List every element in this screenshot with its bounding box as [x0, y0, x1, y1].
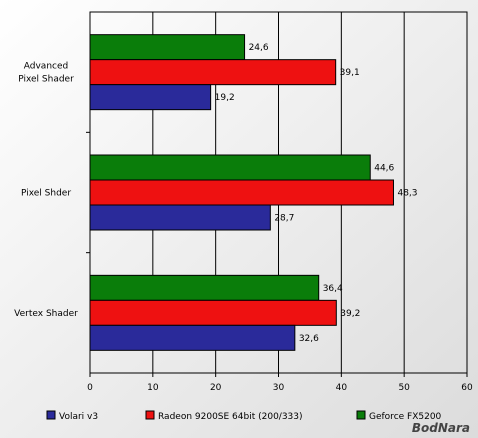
bar-radeon-9200se-64bit-200-333- — [89, 59, 337, 86]
x-tick-label: 20 — [210, 383, 222, 393]
x-tick-label: 0 — [87, 383, 93, 393]
legend-label: Radeon 9200SE 64bit (200/333) — [158, 412, 303, 422]
legend-swatch — [46, 410, 56, 420]
bar-geforce-fx5200 — [89, 154, 371, 181]
legend-label: Geforce FX5200 — [369, 412, 442, 422]
bar-geforce-fx5200 — [89, 274, 320, 301]
bar-radeon-9200se-64bit-200-333- — [89, 299, 337, 326]
bar-radeon-9200se-64bit-200-333- — [89, 179, 394, 206]
legend-label: Volari v3 — [59, 412, 98, 422]
bar-geforce-fx5200 — [89, 34, 246, 61]
bar-value-label: 36,4 — [323, 284, 343, 294]
x-tick-label: 30 — [273, 383, 285, 393]
x-tick-label: 40 — [336, 383, 348, 393]
category-label: Vertex Shader — [14, 309, 78, 319]
bar-value-label: 39,2 — [340, 309, 360, 319]
x-tick-label: 50 — [398, 383, 410, 393]
x-tick-label: 60 — [461, 383, 473, 393]
bar-value-label: 48,3 — [397, 189, 417, 199]
bar-value-label: 32,6 — [299, 334, 319, 344]
bar-value-label: 28,7 — [274, 214, 294, 224]
bar-value-label: 24,6 — [249, 43, 269, 53]
bar-volari-v3 — [89, 204, 271, 231]
bar-volari-v3 — [89, 84, 212, 111]
bar-value-label: 19,2 — [215, 93, 235, 103]
legend-swatch — [145, 410, 155, 420]
x-tick-label: 10 — [147, 383, 159, 393]
category-label: Advanced Pixel Shader — [18, 62, 74, 85]
bar-value-label: 44,6 — [374, 164, 394, 174]
bar-volari-v3 — [89, 324, 296, 351]
watermark-text: BodNara — [412, 421, 470, 435]
bar-value-label: 39,1 — [340, 68, 360, 78]
category-label: Pixel Shder — [21, 189, 71, 199]
legend-swatch — [356, 410, 366, 420]
